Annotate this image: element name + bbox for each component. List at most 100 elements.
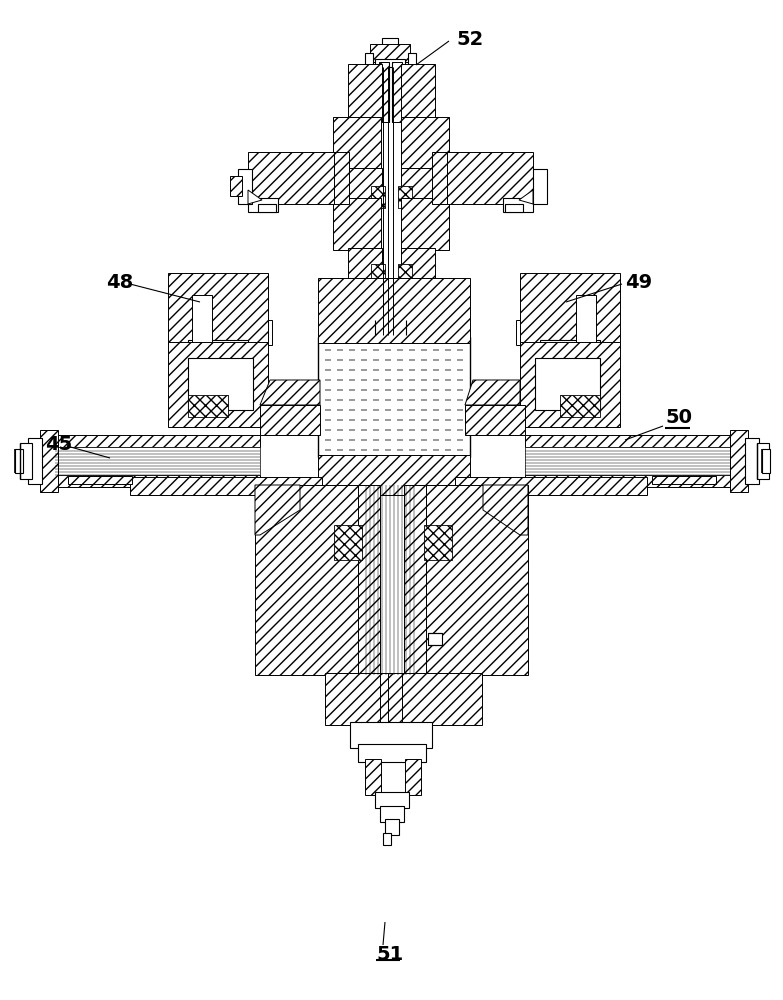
Bar [168, 342, 268, 427]
Bar [248, 198, 278, 212]
Bar [525, 447, 730, 475]
Bar [365, 316, 417, 328]
Bar [432, 152, 447, 204]
Polygon shape [483, 485, 528, 535]
Bar [516, 320, 520, 345]
Bar [333, 278, 381, 305]
Bar [333, 117, 381, 172]
Text: 45: 45 [45, 435, 72, 454]
Text: 52: 52 [456, 30, 483, 49]
Bar [348, 248, 382, 280]
Bar [334, 525, 362, 560]
Bar [446, 152, 533, 204]
Bar [370, 44, 410, 62]
Bar [20, 443, 32, 479]
Bar [200, 348, 238, 362]
Bar [380, 806, 404, 822]
Bar [55, 475, 260, 487]
Bar [15, 449, 23, 473]
Bar [398, 186, 412, 208]
Bar [525, 475, 730, 487]
Bar [55, 435, 260, 447]
Bar [745, 438, 759, 484]
Polygon shape [260, 380, 320, 405]
Bar [402, 673, 482, 725]
Bar [255, 485, 365, 675]
Bar [382, 38, 398, 48]
Bar [318, 278, 470, 343]
Bar [40, 430, 58, 492]
Polygon shape [255, 485, 300, 535]
Bar [465, 405, 525, 435]
Bar [28, 438, 42, 484]
Bar [348, 64, 382, 122]
Bar [535, 358, 600, 410]
Bar [533, 176, 545, 196]
Bar [260, 405, 320, 435]
Bar [188, 340, 248, 352]
Bar [520, 342, 620, 427]
Bar [318, 455, 470, 495]
Bar [401, 198, 449, 250]
Bar [365, 759, 381, 795]
Bar [424, 525, 452, 560]
Bar [188, 358, 253, 410]
Bar [325, 673, 405, 725]
Bar [168, 273, 268, 345]
Bar [398, 264, 412, 286]
Bar [520, 273, 620, 345]
Bar [238, 169, 252, 204]
Bar [533, 169, 547, 204]
Bar [652, 476, 716, 484]
Bar [576, 295, 596, 345]
Bar [404, 485, 426, 675]
Bar [503, 198, 533, 212]
Bar [68, 476, 132, 484]
Bar [333, 198, 381, 250]
Bar [130, 477, 322, 495]
Bar [350, 722, 432, 748]
Bar [401, 168, 435, 200]
Bar [730, 430, 748, 492]
Bar [401, 64, 435, 122]
Bar [258, 204, 276, 212]
Bar [365, 53, 373, 65]
Bar [385, 819, 399, 835]
Bar [248, 152, 335, 204]
Bar [318, 337, 470, 457]
Bar [418, 485, 528, 675]
Bar [505, 204, 523, 212]
Text: 48: 48 [106, 273, 133, 292]
Bar [379, 62, 389, 122]
Bar [372, 325, 410, 335]
Text: 49: 49 [625, 273, 652, 292]
Text: 51: 51 [376, 945, 403, 964]
Polygon shape [248, 190, 262, 204]
Bar [358, 744, 426, 762]
Bar [356, 304, 424, 320]
Bar [334, 152, 349, 204]
Bar [757, 443, 769, 479]
Bar [55, 447, 260, 475]
Bar [455, 477, 647, 495]
Bar [525, 435, 730, 447]
Bar [392, 62, 402, 122]
Bar [762, 449, 770, 473]
Bar [550, 348, 588, 362]
Bar [380, 673, 388, 725]
Bar [428, 633, 442, 645]
Bar [560, 395, 600, 417]
Bar [375, 792, 409, 808]
Bar [401, 117, 449, 172]
Bar [192, 295, 212, 345]
Bar [540, 340, 600, 352]
Bar [230, 176, 242, 196]
Text: 50: 50 [665, 408, 692, 427]
Bar [188, 395, 228, 417]
Bar [268, 320, 272, 345]
Polygon shape [465, 380, 520, 405]
Bar [375, 59, 405, 67]
Bar [401, 248, 435, 280]
Bar [383, 833, 391, 845]
Bar [358, 485, 380, 675]
